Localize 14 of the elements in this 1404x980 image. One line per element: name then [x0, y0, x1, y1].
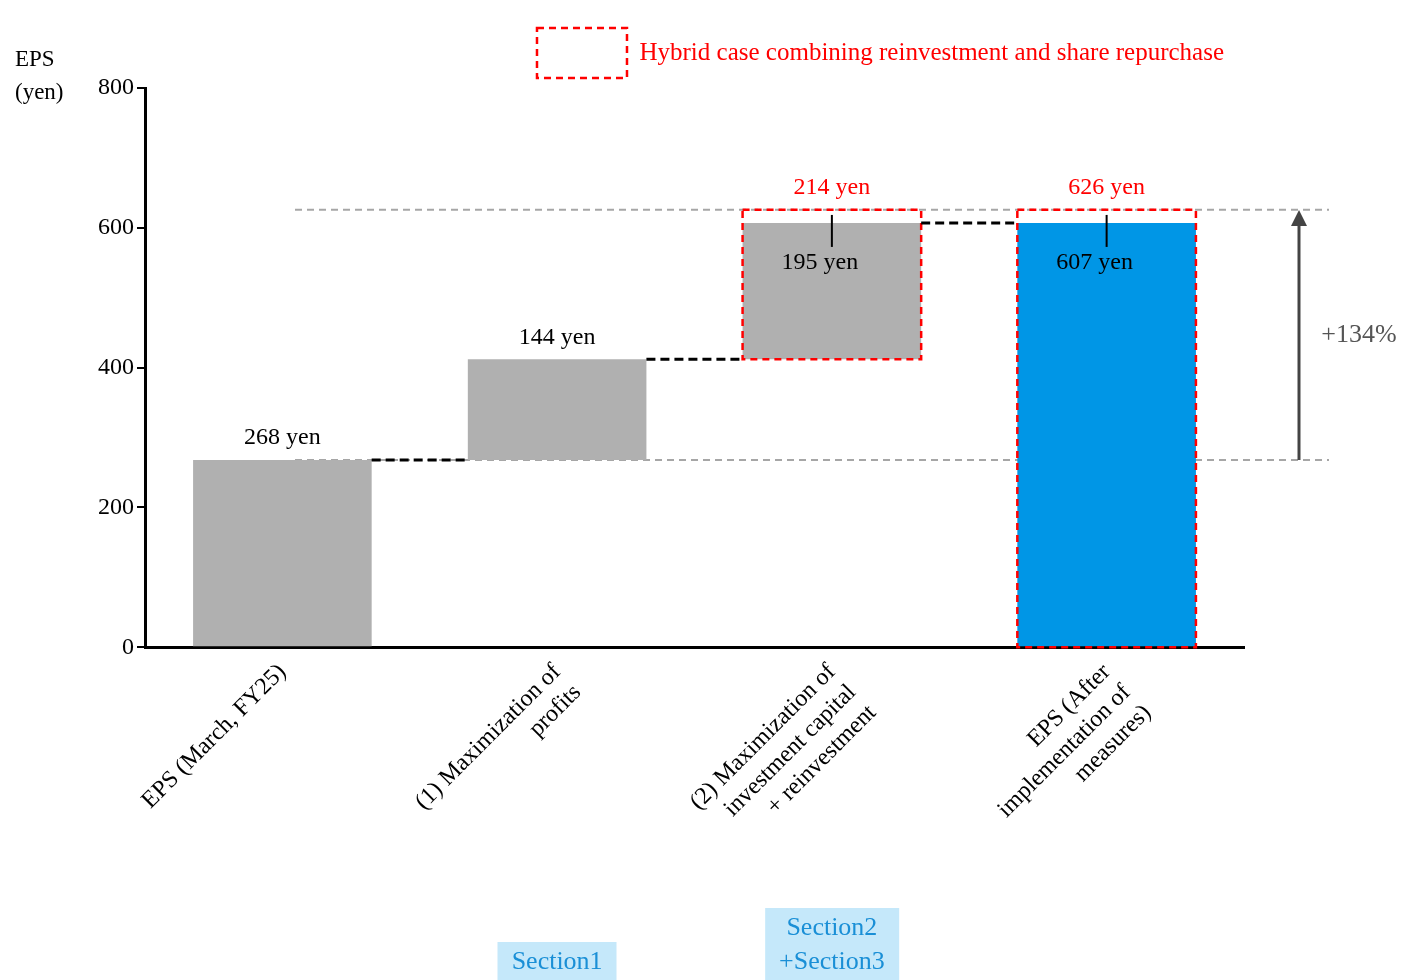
- data-label: 607 yen: [1056, 248, 1133, 275]
- y-tick-label: 200: [98, 492, 134, 519]
- text: Section1: [497, 942, 617, 980]
- legend-label: Hybrid case combining reinvestment and share repurchase: [639, 37, 1225, 65]
- data-label: 214 yen: [793, 172, 871, 199]
- y-tick-label: 600: [98, 213, 134, 240]
- y-axis-title: EPS (yen): [15, 45, 64, 106]
- y-tick-label: 800: [98, 73, 134, 100]
- y-tick-label: 0: [122, 632, 134, 659]
- data-label: 626 yen: [1068, 172, 1145, 199]
- y-tick-label: 400: [98, 352, 134, 379]
- annotation: +134%: [1321, 318, 1397, 348]
- text: Section2 +Section3: [765, 908, 899, 980]
- data-label: 268 yen: [244, 423, 321, 450]
